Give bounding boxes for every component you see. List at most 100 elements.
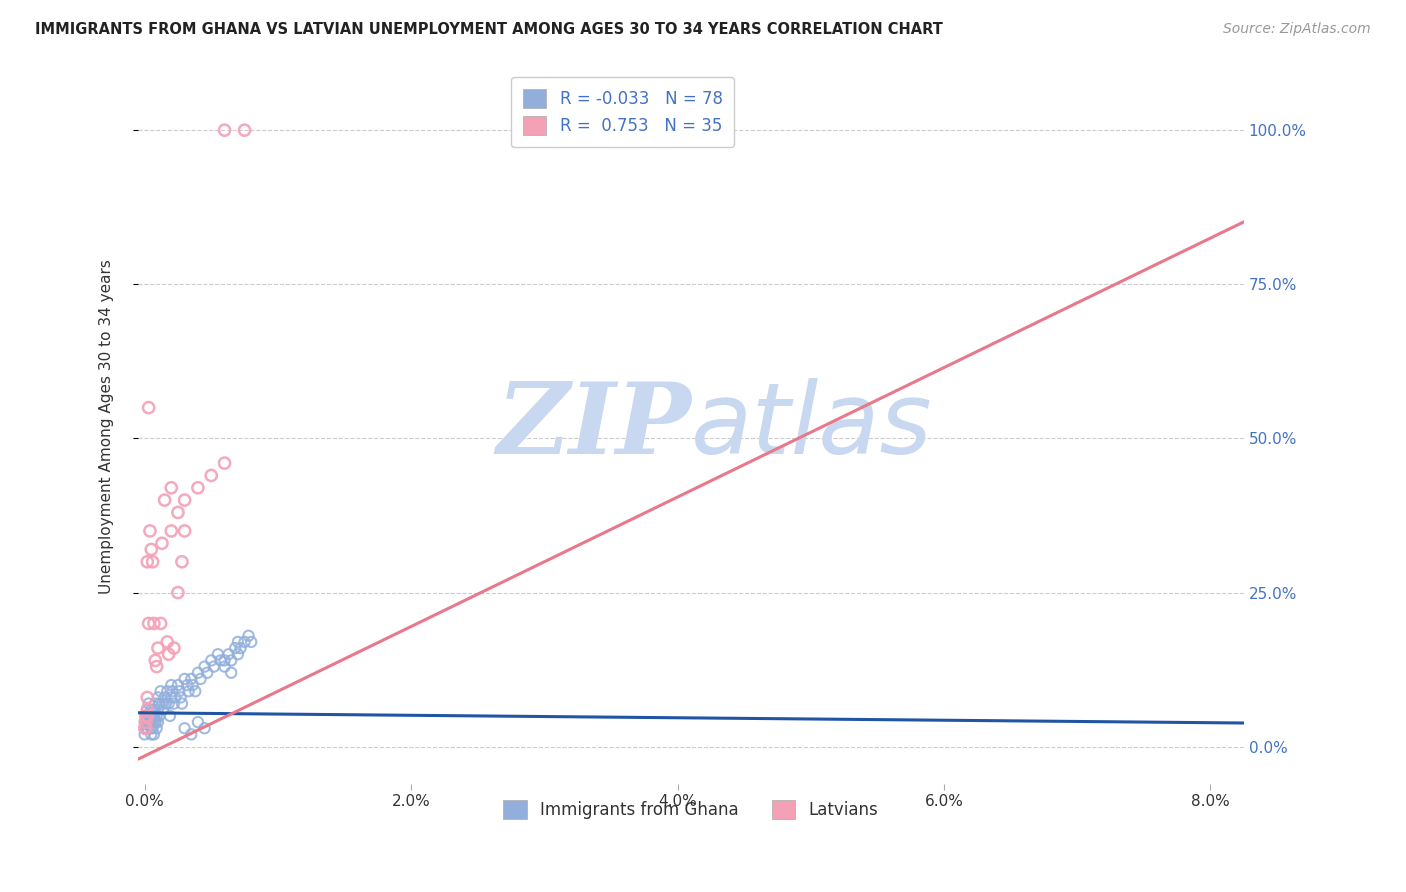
- Point: [143, 697, 166, 711]
- Point: [194, 721, 217, 735]
- Point: [143, 709, 166, 723]
- Legend: Immigrants from Ghana, Latvians: Immigrants from Ghana, Latvians: [496, 793, 884, 825]
- Point: [141, 703, 163, 717]
- Point: [135, 721, 157, 735]
- Point: [143, 616, 166, 631]
- Point: [138, 715, 160, 730]
- Point: [139, 715, 162, 730]
- Point: [153, 493, 176, 508]
- Point: [163, 641, 186, 656]
- Point: [160, 690, 183, 705]
- Point: [167, 585, 190, 599]
- Point: [142, 721, 165, 735]
- Point: [226, 647, 249, 661]
- Point: [136, 555, 159, 569]
- Point: [184, 684, 207, 698]
- Point: [135, 709, 157, 723]
- Point: [138, 401, 160, 415]
- Point: [160, 481, 183, 495]
- Point: [157, 697, 180, 711]
- Point: [177, 684, 200, 698]
- Point: [173, 493, 195, 508]
- Point: [169, 684, 191, 698]
- Point: [214, 653, 236, 667]
- Point: [187, 665, 209, 680]
- Text: Source: ZipAtlas.com: Source: ZipAtlas.com: [1223, 22, 1371, 37]
- Point: [143, 715, 166, 730]
- Point: [240, 635, 263, 649]
- Point: [136, 703, 159, 717]
- Point: [135, 721, 157, 735]
- Point: [155, 697, 177, 711]
- Point: [214, 456, 236, 470]
- Point: [152, 703, 174, 717]
- Point: [135, 709, 157, 723]
- Point: [142, 709, 165, 723]
- Point: [157, 647, 180, 661]
- Point: [159, 709, 181, 723]
- Point: [219, 665, 242, 680]
- Point: [138, 616, 160, 631]
- Point: [136, 715, 159, 730]
- Point: [181, 678, 204, 692]
- Point: [214, 123, 236, 137]
- Point: [200, 468, 222, 483]
- Point: [136, 690, 159, 705]
- Point: [173, 672, 195, 686]
- Y-axis label: Unemployment Among Ages 30 to 34 years: Unemployment Among Ages 30 to 34 years: [100, 259, 114, 593]
- Point: [143, 715, 166, 730]
- Point: [146, 641, 169, 656]
- Point: [194, 659, 217, 673]
- Point: [226, 635, 249, 649]
- Point: [218, 647, 240, 661]
- Point: [135, 715, 157, 730]
- Point: [195, 665, 218, 680]
- Point: [162, 684, 184, 698]
- Point: [229, 641, 252, 656]
- Point: [139, 709, 162, 723]
- Point: [170, 555, 193, 569]
- Text: ZIP: ZIP: [496, 378, 690, 475]
- Point: [224, 641, 246, 656]
- Point: [136, 721, 159, 735]
- Point: [165, 690, 187, 705]
- Point: [150, 536, 173, 550]
- Point: [156, 635, 179, 649]
- Point: [180, 727, 202, 741]
- Point: [145, 709, 167, 723]
- Point: [200, 653, 222, 667]
- Point: [153, 690, 176, 705]
- Text: atlas: atlas: [690, 377, 932, 475]
- Point: [136, 709, 159, 723]
- Point: [139, 524, 162, 538]
- Point: [134, 727, 156, 741]
- Point: [146, 703, 169, 717]
- Point: [187, 715, 209, 730]
- Point: [142, 715, 165, 730]
- Text: IMMIGRANTS FROM GHANA VS LATVIAN UNEMPLOYMENT AMONG AGES 30 TO 34 YEARS CORRELAT: IMMIGRANTS FROM GHANA VS LATVIAN UNEMPLO…: [35, 22, 943, 37]
- Point: [138, 697, 160, 711]
- Point: [169, 690, 191, 705]
- Point: [138, 709, 160, 723]
- Point: [173, 721, 195, 735]
- Point: [156, 684, 179, 698]
- Point: [146, 690, 169, 705]
- Point: [219, 653, 242, 667]
- Point: [141, 721, 163, 735]
- Point: [207, 647, 229, 661]
- Point: [160, 524, 183, 538]
- Point: [190, 672, 212, 686]
- Point: [148, 697, 170, 711]
- Point: [143, 653, 166, 667]
- Point: [142, 555, 165, 569]
- Point: [145, 659, 167, 673]
- Point: [149, 616, 172, 631]
- Point: [134, 715, 156, 730]
- Point: [187, 481, 209, 495]
- Point: [180, 672, 202, 686]
- Point: [163, 697, 186, 711]
- Point: [141, 542, 163, 557]
- Point: [167, 505, 190, 519]
- Point: [170, 697, 193, 711]
- Point: [160, 678, 183, 692]
